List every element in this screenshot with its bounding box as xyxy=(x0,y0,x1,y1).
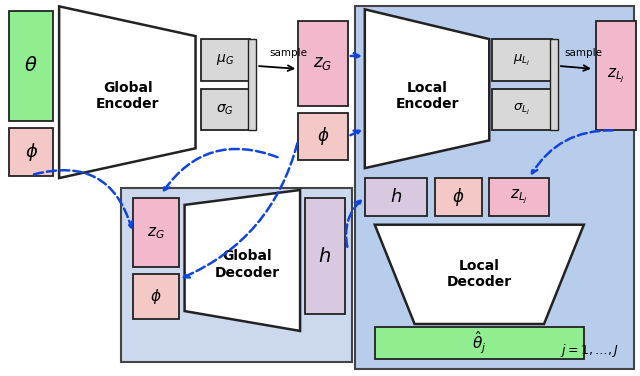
Text: $\sigma_{L_j}$: $\sigma_{L_j}$ xyxy=(513,102,531,117)
Text: $\phi$: $\phi$ xyxy=(452,186,465,208)
Polygon shape xyxy=(365,9,489,168)
Text: $\mu_G$: $\mu_G$ xyxy=(216,53,234,67)
Text: $\phi$: $\phi$ xyxy=(24,141,38,163)
Text: $h$: $h$ xyxy=(319,247,332,266)
Bar xyxy=(298,112,348,160)
Bar xyxy=(305,198,345,314)
Bar xyxy=(492,89,552,130)
Bar xyxy=(365,178,426,216)
Text: $\theta$: $\theta$ xyxy=(24,56,38,76)
Text: $z_G$: $z_G$ xyxy=(314,54,333,72)
Polygon shape xyxy=(375,225,584,324)
Bar xyxy=(10,129,53,176)
Text: Local
Decoder: Local Decoder xyxy=(447,259,512,290)
Bar xyxy=(121,188,352,362)
Text: $\phi$: $\phi$ xyxy=(317,125,329,147)
Text: $z_{L_j}$: $z_{L_j}$ xyxy=(607,67,625,85)
Polygon shape xyxy=(59,6,196,178)
Bar xyxy=(298,21,348,106)
Bar xyxy=(248,39,256,130)
Text: $j=1,\ldots,J$: $j=1,\ldots,J$ xyxy=(560,342,619,359)
Text: Global
Decoder: Global Decoder xyxy=(215,249,280,279)
Bar xyxy=(596,21,636,130)
Text: sample: sample xyxy=(269,48,307,58)
Polygon shape xyxy=(184,190,300,331)
Bar xyxy=(10,11,53,120)
Text: Local
Encoder: Local Encoder xyxy=(396,80,460,111)
Bar xyxy=(200,89,250,130)
Text: sample: sample xyxy=(565,48,603,58)
Bar xyxy=(133,274,179,319)
Bar xyxy=(200,39,250,81)
Text: $h$: $h$ xyxy=(390,188,402,206)
Text: $\phi$: $\phi$ xyxy=(150,287,161,306)
Text: $z_{L_j}$: $z_{L_j}$ xyxy=(510,188,528,206)
Bar xyxy=(133,198,179,267)
Bar xyxy=(375,327,584,359)
Bar xyxy=(550,39,558,130)
Text: $\mu_{L_j}$: $\mu_{L_j}$ xyxy=(513,52,531,68)
Bar xyxy=(492,39,552,81)
Bar xyxy=(435,178,483,216)
Text: $\sigma_G$: $\sigma_G$ xyxy=(216,102,234,117)
Bar xyxy=(489,178,549,216)
Text: $z_G$: $z_G$ xyxy=(147,225,164,241)
Text: Global
Encoder: Global Encoder xyxy=(96,80,159,111)
Text: $\hat{\theta}_j$: $\hat{\theta}_j$ xyxy=(472,330,486,356)
Bar xyxy=(355,6,634,368)
